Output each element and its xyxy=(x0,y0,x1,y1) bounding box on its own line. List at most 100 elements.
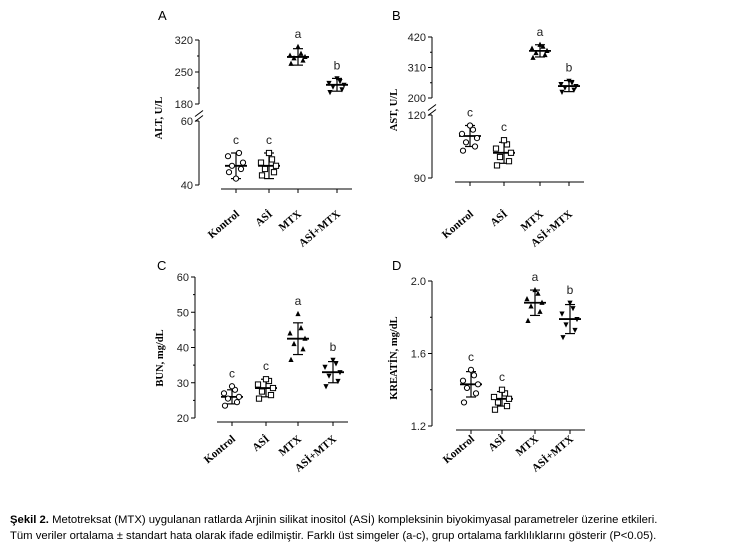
panel-c-mtx-point xyxy=(302,335,308,341)
panel-c-asi-mtx-point xyxy=(335,378,341,385)
panel-b-asi-mtx-point xyxy=(569,80,575,86)
panel-b-kontrol-xlabel: Kontrol xyxy=(440,208,476,241)
panel-a-mtx-point xyxy=(287,52,293,58)
panel-a-asi-mtx-point xyxy=(327,90,333,96)
panel-a-mtx-point xyxy=(295,43,301,49)
panel-a-asi-point xyxy=(270,169,278,176)
panel-a-ytick-label: 320 xyxy=(175,35,193,47)
panel-a-asi-mtx-xlabel: ASİ+MTX xyxy=(297,208,343,250)
panel-c-ytick-label: 30 xyxy=(177,378,189,390)
panel-b-asi-mtx-letter: b xyxy=(566,61,573,75)
panel-d-asi-mtx-point xyxy=(574,316,580,323)
panel-a-asi-point xyxy=(265,149,273,157)
panel-a-kontrol-point xyxy=(239,159,247,166)
panel-b-asi-xlabel: ASİ xyxy=(488,208,510,229)
panel-c-asi-mtx-point xyxy=(326,373,332,379)
panel-d-ytick-label: 1.2 xyxy=(411,421,426,433)
panel-a-kontrol-point xyxy=(235,149,243,157)
panel-c-asi-point xyxy=(254,381,262,388)
panel-c-ytick-label: 40 xyxy=(177,343,189,355)
panel-b-kontrol-point xyxy=(459,147,467,154)
panel-b-asi-point xyxy=(496,153,504,161)
panel-c-mtx-xlabel: MTX xyxy=(277,433,304,459)
panel-a-ytick-label: 40 xyxy=(181,180,193,192)
panel-b-letter: B xyxy=(392,8,401,23)
panel-d-kontrol-point xyxy=(470,372,478,379)
panel-a-mtx-point xyxy=(288,60,294,66)
panel-c-asi-point xyxy=(267,391,275,399)
panel-c-ytick-label: 20 xyxy=(177,413,189,425)
panel-c-kontrol-point xyxy=(221,402,229,409)
panel-d-mtx-point xyxy=(532,286,538,293)
panel-c-kontrol-point xyxy=(233,399,241,406)
panel-a-mtx-point xyxy=(302,53,308,60)
panel-d-letter: D xyxy=(392,258,401,273)
panel-d-kontrol-point xyxy=(472,390,480,397)
panel-b-mtx-point xyxy=(533,49,539,56)
panel-b-asi-point xyxy=(500,137,508,144)
panel-c-asi-point xyxy=(258,388,266,395)
panel-d-asi-point xyxy=(503,402,511,410)
panel-c-ylabel: BUN, mg/dL xyxy=(155,329,166,386)
panel-b-asi-point xyxy=(493,162,501,169)
panel-d-kontrol-point xyxy=(460,399,468,406)
panel-b-asi-mtx-point xyxy=(573,83,579,90)
panel-d-kontrol-point xyxy=(474,381,482,388)
panel-a-asi-mtx-point xyxy=(341,82,347,88)
panel-c-kontrol-point xyxy=(220,390,228,397)
panel-d-ylabel: KREATİN, mg/dL xyxy=(388,316,400,399)
panel-b-kontrol-point xyxy=(466,122,474,129)
panel-a-asi-point xyxy=(268,156,276,163)
panel-c-asi-xlabel: ASİ xyxy=(250,433,272,454)
panel-a-kontrol-point xyxy=(232,175,240,182)
figure-caption: Şekil 2. Metotreksat (MTX) uygulanan rat… xyxy=(10,512,740,544)
panel-b-axis-break xyxy=(427,104,437,111)
panel-a-asi-point xyxy=(261,165,269,173)
panel-b-asi-mtx-point xyxy=(558,82,564,88)
panel-b-mtx-point xyxy=(530,54,536,60)
panel-b-mtx-point xyxy=(544,47,550,53)
panel-c-mtx-point xyxy=(300,346,306,352)
panel-d-mtx-xlabel: MTX xyxy=(514,433,541,459)
panel-c-asi-mtx-point xyxy=(337,370,343,376)
panel-d-kontrol-point xyxy=(467,366,475,373)
panel-a-asi-letter: c xyxy=(266,133,272,147)
panel-c-mtx-point xyxy=(288,356,294,362)
panel-a-asi-mtx-point xyxy=(330,84,336,90)
panel-b-mtx-point xyxy=(540,43,546,49)
panel-b-kontrol-point xyxy=(471,143,479,150)
panel-c-ytick-label: 50 xyxy=(177,307,189,319)
panel-a-kontrol-xlabel: Kontrol xyxy=(206,208,242,241)
panel-c-asi-letter: c xyxy=(263,359,269,373)
panel-c-mtx-point xyxy=(287,330,293,336)
panel-a-ytick-label: 180 xyxy=(175,99,193,111)
panel-a-axis-break xyxy=(194,110,204,117)
panel-b-mtx-letter: a xyxy=(537,25,544,39)
panel-a-asi-mtx-point xyxy=(339,87,345,93)
panel-a-asi-point xyxy=(272,162,280,169)
panel-d-asi-point xyxy=(498,386,506,393)
panel-a-ytick-label: 60 xyxy=(181,116,193,128)
panel-d-kontrol-point xyxy=(463,384,471,392)
panel-b-asi-mtx-point xyxy=(559,89,565,95)
panel-c-mtx-point xyxy=(298,325,304,331)
panel-d-mtx-point xyxy=(524,296,530,302)
panel-b-kontrol-letter: c xyxy=(467,106,473,120)
panel-b-asi-point xyxy=(507,149,515,156)
panel-d-mtx-point xyxy=(525,317,531,323)
panel-a-kontrol-letter: c xyxy=(233,133,239,147)
panel-d-asi-mtx-point xyxy=(567,300,573,306)
panel-d-kontrol-letter: c xyxy=(468,350,474,364)
panel-a-asi-mtx-point xyxy=(334,76,340,82)
panel-b-asi-point xyxy=(505,158,513,165)
caption-label: Şekil 2. xyxy=(10,514,49,526)
panel-b-asi-point xyxy=(492,145,500,152)
panel-b-ytick-label: 200 xyxy=(408,93,426,105)
panel-c-asi-point xyxy=(262,376,270,383)
caption-text-1: Metotreksat (MTX) uygulanan ratlarda Arj… xyxy=(52,514,658,526)
panel-c-mtx-letter: a xyxy=(295,294,302,308)
panel-b-mtx-point xyxy=(542,51,548,58)
panel-d-mtx-point xyxy=(535,290,541,296)
panel-d-ytick-label: 2.0 xyxy=(411,276,426,288)
figure-canvas: A ALT, U/L 40 60 180 250 320 c Kontrol c ASİ a MTX b A… xyxy=(154,8,585,475)
